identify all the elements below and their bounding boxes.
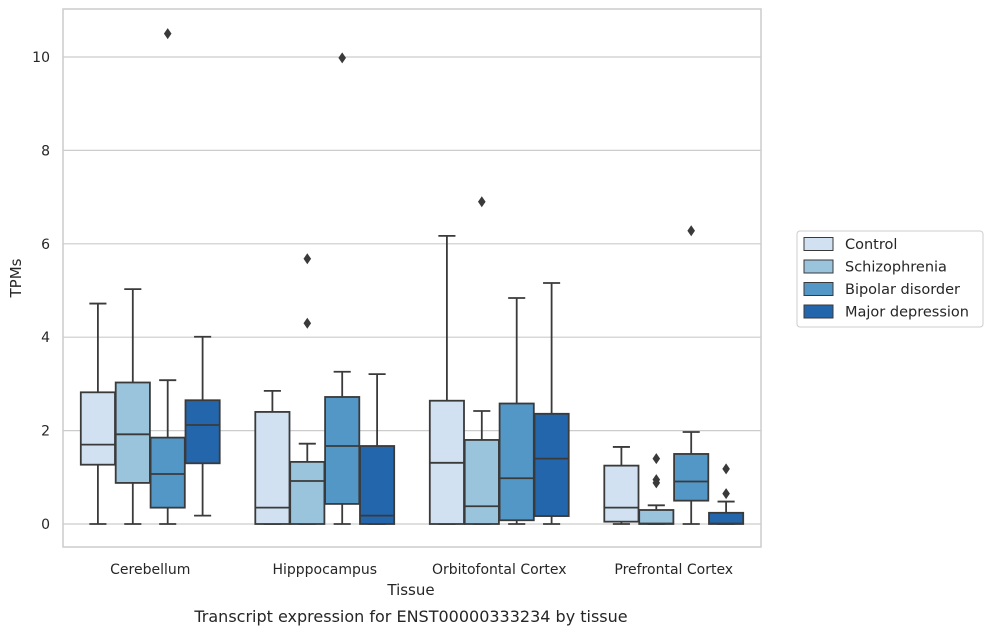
outlier-point	[338, 52, 346, 64]
box-group	[463, 196, 500, 525]
box-group	[359, 373, 396, 525]
box-group	[673, 225, 710, 525]
outlier-point	[303, 317, 312, 329]
box	[114, 381, 151, 484]
legend-swatch	[803, 259, 834, 274]
chart-caption: Transcript expression for ENST0000033323…	[193, 607, 627, 626]
outlier-point	[722, 488, 730, 500]
x-axis-ticks: Cerebellum Hipppocampus Orbitofontal Corte…	[110, 562, 733, 578]
legend-label: Major depression	[845, 305, 969, 321]
box-group	[498, 297, 535, 525]
boxes	[79, 28, 745, 525]
outlier-point	[303, 253, 312, 265]
y-tick-label: 4	[41, 330, 50, 346]
outlier-point	[163, 28, 172, 40]
y-tick-label: 10	[32, 50, 50, 66]
box	[638, 509, 675, 525]
box	[359, 445, 396, 525]
legend-label: Schizophrenia	[845, 260, 947, 276]
box	[289, 460, 326, 525]
outlier-point	[652, 474, 661, 486]
box-group	[533, 282, 570, 525]
box	[184, 399, 221, 465]
box-group	[114, 288, 151, 525]
legend-label: Control	[845, 237, 897, 253]
box-group	[708, 463, 745, 525]
box	[603, 464, 640, 523]
y-tick-label: 0	[41, 517, 50, 533]
box	[673, 453, 710, 502]
outlier-point	[687, 225, 695, 237]
box-group	[603, 446, 640, 525]
legend-swatch	[803, 237, 834, 251]
x-tick-label: Hipppocampus	[272, 562, 377, 578]
box-group	[638, 453, 675, 525]
box	[149, 436, 186, 509]
box	[79, 391, 116, 466]
box	[533, 412, 570, 517]
y-tick-label: 2	[41, 424, 50, 440]
box-group	[184, 335, 221, 517]
box-group	[79, 302, 116, 525]
legend-frame	[796, 230, 984, 328]
legend-swatch	[803, 304, 834, 319]
x-tick-label: Prefrontal Cortex	[614, 562, 733, 578]
box-group	[289, 253, 326, 525]
box	[498, 402, 535, 522]
plot-frame	[62, 8, 762, 548]
legend-swatch	[803, 282, 834, 296]
box-group	[149, 28, 186, 525]
legend: Control Schizophrenia Bipolar disorder Majo…	[796, 230, 984, 328]
box	[463, 439, 500, 525]
box	[324, 396, 361, 505]
box-group	[254, 390, 291, 525]
outlier-point	[722, 463, 730, 475]
y-tick-label: 6	[41, 237, 50, 253]
box	[708, 511, 745, 525]
outlier-point	[478, 196, 486, 208]
outlier-point	[652, 453, 661, 465]
legend-label: Bipolar disorder	[845, 282, 960, 298]
x-tick-label: Orbitofontal Cortex	[432, 562, 567, 578]
x-axis-title: Tissue	[386, 581, 434, 599]
x-tick-label: Cerebellum	[110, 562, 190, 578]
box-group	[428, 234, 465, 525]
box-group	[324, 52, 361, 525]
y-axis-ticks: 0 2 4 6 8 10	[32, 50, 50, 533]
y-tick-label: 8	[41, 143, 50, 159]
y-axis-title: TPMs	[7, 258, 25, 298]
